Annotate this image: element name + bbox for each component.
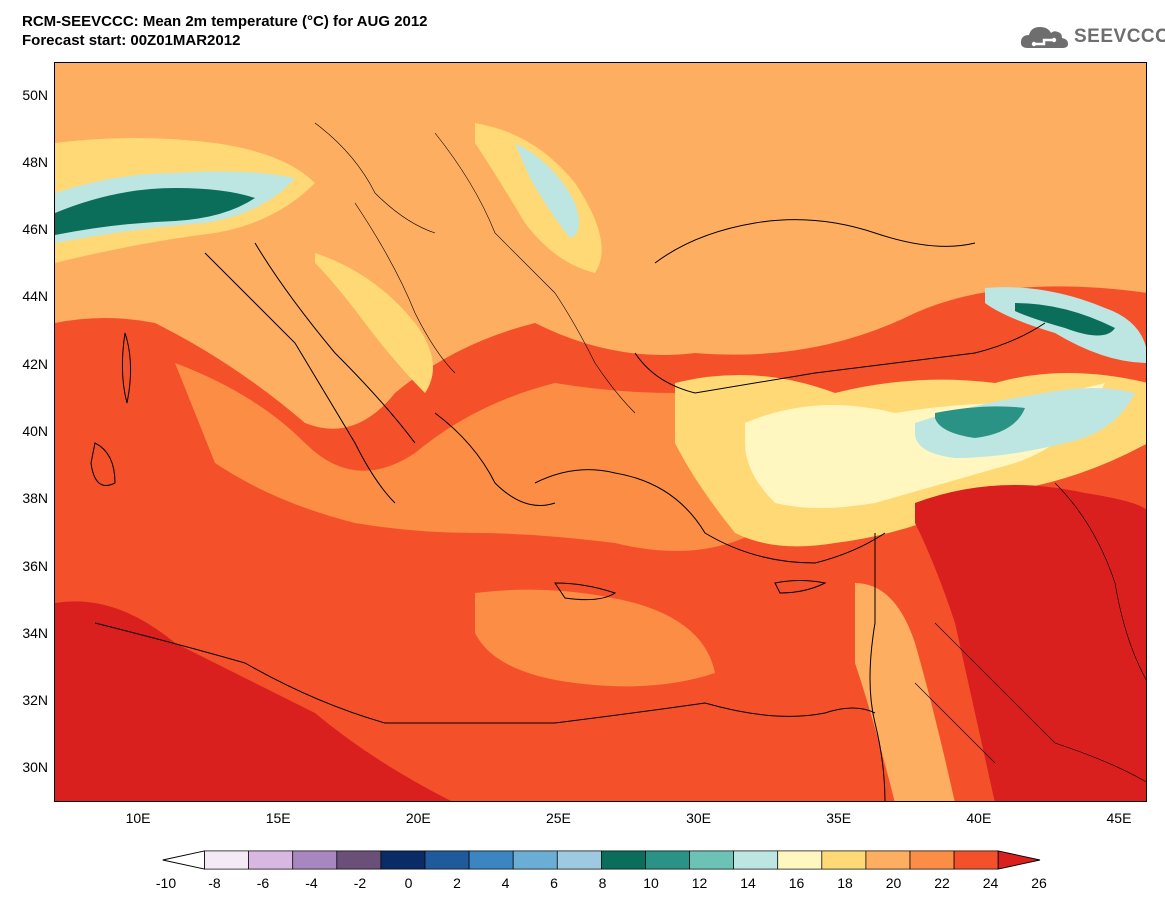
longitude-label: 45E — [1106, 810, 1132, 826]
field-east-med-22 — [475, 589, 715, 687]
seevccc-logo: SEEVCCC — [1018, 22, 1165, 52]
colorbar-tick-label: 26 — [1031, 875, 1047, 891]
colorbar-swatch — [292, 850, 338, 870]
logo-text: SEEVCCC — [1074, 26, 1165, 47]
borders — [314, 122, 1146, 783]
colorbar-tick-label: 10 — [643, 875, 659, 891]
colorbar-swatch — [601, 850, 646, 870]
latitude-label: 48N — [22, 153, 48, 170]
colorbar — [162, 850, 1041, 870]
field-levant-22 — [855, 583, 955, 801]
colorbar-swatch — [204, 850, 249, 870]
title-line-2: Forecast start: 00Z01MAR2012 — [22, 32, 241, 49]
colorbar-tick-label: 6 — [550, 875, 558, 891]
latitude-label: 40N — [22, 423, 48, 439]
field-carpathian-16 — [515, 143, 579, 238]
longitude-label: 15E — [265, 810, 291, 826]
colorbar-tick-label: 20 — [885, 875, 902, 891]
colorbar-tick-label: 4 — [501, 875, 510, 891]
colorbar-swatch — [645, 850, 690, 870]
cloud-icon — [1020, 27, 1068, 48]
longitude-label: 20E — [405, 810, 431, 826]
colorbar-under-triangle — [162, 850, 205, 870]
latitude-label: 36N — [22, 557, 48, 574]
colorbar-swatch — [380, 850, 426, 870]
field-anatolia-16 — [915, 388, 1135, 458]
longitude-label: 40E — [966, 810, 992, 826]
field-arabia-26 — [915, 485, 1146, 801]
field-alps-12 — [55, 188, 255, 235]
longitude-label: 30E — [686, 810, 712, 826]
colorbar-tick-label: -10 — [155, 875, 177, 891]
colorbar-tick-label: -8 — [208, 875, 221, 891]
colorbar-tick-label: 24 — [982, 875, 999, 891]
colorbar-tick-label: 22 — [934, 875, 950, 891]
field-dinaric-20 — [315, 253, 433, 393]
colorbar-swatch — [512, 850, 558, 870]
latitude-label: 30N — [22, 759, 48, 776]
colorbar-swatch — [953, 850, 999, 870]
colorbar-tick-label: 18 — [837, 875, 853, 891]
colorbar-tick-label: 16 — [788, 875, 805, 891]
colorbar-swatch — [468, 850, 514, 870]
latitude-label: 38N — [22, 490, 48, 507]
colorbar-swatch — [909, 850, 955, 870]
latitude-label: 34N — [22, 624, 48, 641]
field-north-24 — [175, 363, 755, 551]
colorbar-over-triangle — [997, 850, 1041, 870]
temperature-map — [54, 62, 1147, 802]
longitude-label: 35E — [826, 810, 852, 826]
colorbar-swatch — [336, 850, 382, 870]
title-line-1: RCM-SEEVCCC: Mean 2m temperature (°C) fo… — [22, 13, 428, 30]
latitude-label: 50N — [22, 86, 48, 103]
coastlines — [90, 219, 1046, 801]
colorbar-swatch — [248, 850, 294, 870]
colorbar-swatch — [777, 850, 823, 870]
colorbar-tick-label: -6 — [256, 875, 270, 891]
colorbar-swatch — [865, 850, 911, 870]
latitude-label: 44N — [22, 288, 48, 305]
field-caucasus-12 — [1015, 303, 1115, 336]
colorbar-swatch — [689, 850, 734, 870]
colorbar-tick-label: 8 — [598, 875, 607, 891]
colorbar-tick-label: 2 — [453, 875, 461, 891]
map-field — [55, 63, 1146, 801]
latitude-label: 46N — [22, 221, 48, 238]
colorbar-swatch — [424, 850, 470, 870]
colorbar-tick-label: 0 — [404, 875, 413, 891]
field-anatolia-12 — [935, 406, 1025, 438]
map-title: RCM-SEEVCCC: Mean 2m temperature (°C) fo… — [22, 12, 428, 50]
colorbar-tick-label: -4 — [305, 875, 318, 891]
latitude-label: 42N — [22, 355, 48, 372]
colorbar-swatch — [556, 850, 602, 870]
colorbar-swatch — [821, 850, 867, 870]
longitude-label: 10E — [125, 810, 151, 826]
colorbar-swatch — [733, 850, 779, 870]
colorbar-tick-label: -2 — [353, 875, 367, 891]
longitude-label: 25E — [545, 810, 571, 826]
colorbar-tick-label: 14 — [740, 875, 756, 891]
colorbar-tick-label: 12 — [691, 875, 708, 891]
latitude-label: 32N — [22, 692, 48, 709]
field-sahara-26 — [55, 601, 452, 801]
